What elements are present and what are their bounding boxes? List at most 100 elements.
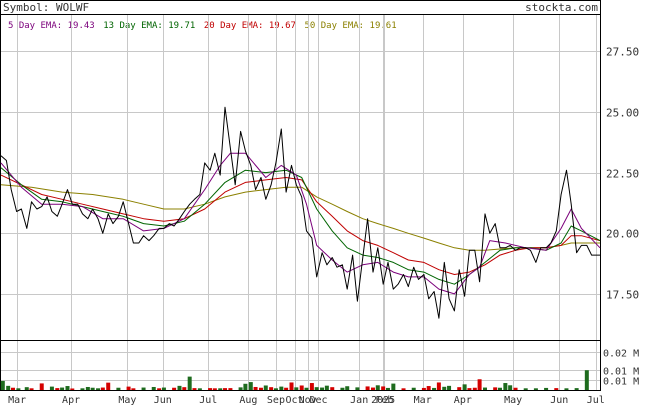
- volume-bar: [330, 387, 335, 390]
- price-series: [0, 106, 601, 319]
- volume-bar: [320, 387, 325, 390]
- legend-entry-3: 20 Day EMA: 19.67: [204, 21, 296, 31]
- volume-bar: [503, 383, 508, 390]
- date-tick-label: Apr: [454, 395, 472, 406]
- date-tick-label: Jul: [587, 395, 605, 406]
- volume-tick-label: 0.01 M: [603, 367, 639, 378]
- price-tick-label: 22.50: [606, 168, 639, 181]
- volume-bar: [6, 385, 11, 390]
- volume-bar: [197, 388, 202, 390]
- volume-bars: [0, 370, 589, 390]
- volume-bar: [564, 388, 569, 390]
- volume-bar: [284, 387, 289, 390]
- legend-entry-4: 50 Day EMA: 19.61: [305, 21, 397, 31]
- price-vertical-gridlines: [17, 15, 597, 340]
- date-tick-label: Mar: [414, 395, 432, 406]
- volume-bar: [116, 387, 121, 390]
- date-tick-label: Feb: [375, 395, 393, 406]
- volume-bar: [472, 387, 477, 390]
- volume-bar: [426, 386, 431, 390]
- volume-bar: [29, 388, 34, 390]
- volume-bar: [253, 386, 258, 390]
- volume-bar: [513, 387, 518, 390]
- volume-bar: [80, 388, 85, 390]
- volume-bar: [243, 383, 248, 390]
- volume-bar: [554, 388, 559, 390]
- volume-bar: [39, 383, 44, 390]
- price-panel: [0, 14, 601, 341]
- volume-bar: [126, 386, 131, 390]
- volume-bar: [182, 387, 187, 390]
- volume-bar: [574, 388, 579, 390]
- series-line-ema13: [0, 167, 601, 285]
- volume-bar: [65, 386, 70, 390]
- volume-bar: [370, 387, 375, 390]
- volume-bar: [533, 388, 538, 390]
- date-tick-label: Nov: [299, 395, 317, 406]
- volume-bar: [447, 385, 452, 390]
- volume-bar: [85, 386, 90, 390]
- volume-bar: [345, 386, 350, 390]
- volume-bar: [457, 387, 462, 390]
- volume-bar: [523, 388, 528, 390]
- volume-bar: [432, 387, 437, 390]
- date-tick-label: Aug: [239, 395, 257, 406]
- volume-bar: [294, 387, 299, 390]
- volume-bar: [151, 386, 156, 390]
- brand-label: stockta.com: [525, 1, 598, 14]
- volume-panel: [0, 340, 601, 391]
- volume-bar: [157, 388, 162, 390]
- volume-bar: [421, 387, 426, 390]
- volume-bar: [462, 384, 467, 390]
- volume-bar: [177, 385, 182, 390]
- volume-bar: [477, 379, 482, 390]
- volume-bar: [467, 388, 472, 390]
- volume-bar: [442, 386, 447, 390]
- volume-bar: [482, 387, 487, 390]
- volume-bar: [192, 388, 197, 390]
- volume-bar: [401, 388, 406, 390]
- volume-bar: [258, 387, 263, 390]
- date-tick-label: Jun: [154, 395, 172, 406]
- date-tick-label: Apr: [62, 395, 80, 406]
- volume-axis-labels: 0.01 M0.01 M 0.02 M: [603, 349, 639, 388]
- volume-bar: [187, 376, 192, 390]
- legend-entry-2: 13 Day EMA: 19.71: [103, 21, 195, 31]
- volume-bar: [55, 388, 60, 390]
- series-line-ema5: [0, 152, 601, 295]
- volume-bar: [436, 382, 441, 390]
- volume-bar: [172, 387, 177, 390]
- volume-bar: [493, 387, 498, 390]
- price-tick-label: 25.00: [606, 107, 639, 120]
- volume-bar: [391, 383, 396, 390]
- volume-bar: [381, 386, 386, 390]
- date-tick-label: Jul: [199, 395, 217, 406]
- date-tick-label: Dec: [309, 395, 327, 406]
- header-frame: [0, 0, 601, 15]
- volume-bar: [90, 387, 95, 390]
- volume-vertical-gridlines: [17, 341, 597, 390]
- volume-bar: [263, 385, 268, 390]
- volume-bar: [365, 386, 370, 390]
- volume-bar: [49, 386, 54, 390]
- volume-bar: [131, 388, 136, 390]
- volume-bar: [24, 387, 29, 390]
- volume-bar: [70, 388, 75, 390]
- volume-bar: [497, 387, 502, 390]
- volume-bar: [0, 380, 5, 390]
- price-axis-labels: 17.50 20.00 22.50 25.00 27.50: [606, 46, 639, 302]
- date-tick-label: Sep: [267, 395, 285, 406]
- volume-bar: [223, 388, 228, 390]
- volume-tick-label: 0.01 M: [603, 377, 639, 388]
- volume-bar: [375, 385, 380, 390]
- date-tick-label: 2025: [371, 395, 395, 406]
- volume-bar: [584, 370, 589, 390]
- volume-bar: [10, 387, 15, 390]
- volume-bar: [228, 388, 233, 390]
- volume-bar: [289, 382, 294, 390]
- date-tick-label: Jan: [350, 395, 368, 406]
- volume-bar: [100, 387, 105, 390]
- volume-bar: [508, 385, 513, 390]
